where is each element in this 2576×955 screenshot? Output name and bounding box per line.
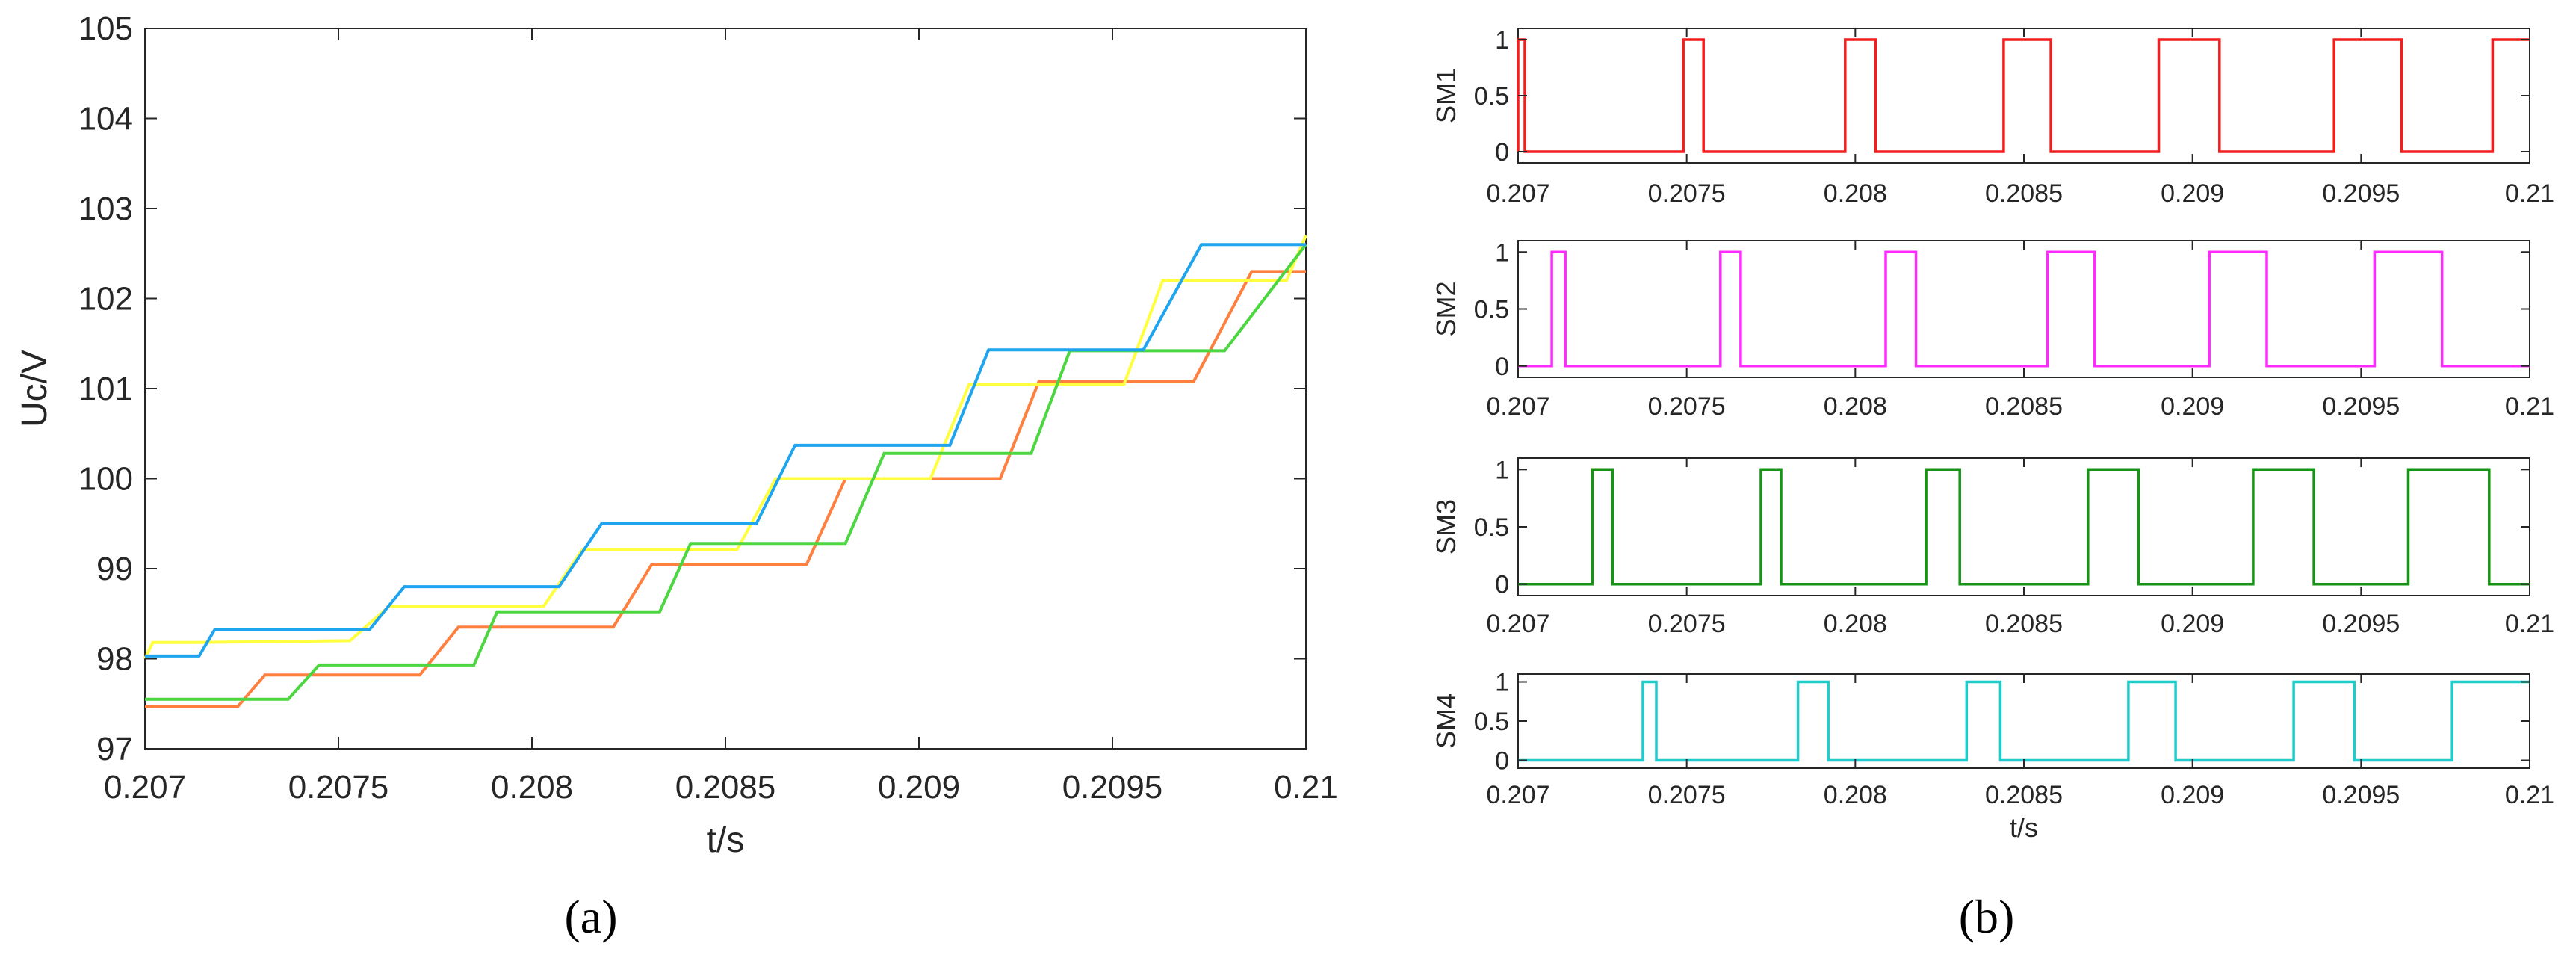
- panel-b-sm4-x-tick-label: 0.2075: [1648, 781, 1726, 809]
- panel-b-sm2-x-tick-label: 0.209: [2161, 392, 2224, 421]
- panel-b-sm4-pulse-line: [1518, 680, 2530, 762]
- panel-a-y-axis-label: Uc/V: [15, 350, 55, 427]
- panel-b-sm2-y-tick-label: 1: [1495, 238, 1509, 267]
- panel-b-sm3-y-tick-label: 0: [1495, 571, 1509, 599]
- panel-b-x-axis-label: t/s: [2010, 812, 2038, 843]
- panel-b-sm3-x-tick-label: 0.2095: [2322, 610, 2400, 638]
- panel-a-x-tick-label: 0.209: [878, 769, 960, 806]
- panel-b-sm4-x-tick-label: 0.2085: [1985, 781, 2063, 809]
- panel-b-sm3-pulse-line: [1518, 468, 2530, 586]
- panel-b-sm1-x-tick-label: 0.209: [2161, 179, 2224, 208]
- panel-b-sm4-x-tick-label: 0.209: [2161, 781, 2224, 809]
- panel-a-y-tick-label: 103: [78, 191, 133, 227]
- panel-a-caption: (a): [564, 890, 617, 943]
- panel-b-sm1-y-tick-label: 0.5: [1474, 82, 1509, 111]
- panel-b-sm3-y-tick-label: 0.5: [1474, 513, 1509, 542]
- panel-b-sm1-x-tick-label: 0.208: [1824, 179, 1887, 208]
- panel-b-sm4-x-tick-label: 0.2095: [2322, 781, 2400, 809]
- panel-a-y-tick-label: 97: [96, 731, 133, 767]
- panel-a-y-tick-label: 100: [78, 461, 133, 498]
- panel-b-sm2-axes-box: [1517, 240, 2530, 378]
- panel-b-sm4-axes-box: [1517, 673, 2530, 769]
- panel-a-y-tick-label: 99: [96, 551, 133, 587]
- panel-b-sm3-y-tick-label: 1: [1495, 456, 1509, 484]
- panel-b-sm3-x-tick-label: 0.2085: [1985, 610, 2063, 638]
- panel-a-series-line-4: [145, 243, 1306, 658]
- panel-a-series-line-1: [145, 270, 1306, 708]
- panel-b-sm2-pulse-line: [1518, 250, 2530, 368]
- panel-b-sm1-y-tick-label: 0: [1495, 138, 1509, 167]
- panel-b-sm4-y-axis-label: SM4: [1431, 693, 1461, 749]
- panel-b-sm1-x-tick-label: 0.2085: [1985, 179, 2063, 208]
- panel-b-sm4-y-tick-label: 1: [1495, 669, 1509, 697]
- panel-b-sm1-x-tick-label: 0.207: [1486, 179, 1549, 208]
- panel-a-y-tick-label: 101: [78, 371, 133, 407]
- panel-a-y-tick-label: 104: [78, 101, 133, 137]
- panel-b-sm2-y-tick-label: 0: [1495, 353, 1509, 381]
- panel-a-x-tick-label: 0.2095: [1062, 769, 1163, 806]
- panel-b-sm2-x-tick-label: 0.208: [1824, 392, 1887, 421]
- panel-b-sm1-pulse-line: [1517, 38, 2530, 153]
- panel-b-sm1-x-tick-label: 0.21: [2505, 179, 2554, 208]
- panel-a-x-tick-label: 0.208: [491, 769, 573, 806]
- panel-b-sm1-axes-box: [1517, 28, 2530, 164]
- panel-b-sm2-y-axis-label: SM2: [1431, 281, 1461, 336]
- panel-b-sm3-x-tick-label: 0.207: [1486, 610, 1549, 638]
- panel-b-sm4-x-tick-label: 0.207: [1486, 781, 1549, 809]
- panel-b-sm1-x-tick-label: 0.2075: [1648, 179, 1726, 208]
- panel-b-sm1-y-axis-label: SM1: [1431, 68, 1461, 123]
- panel-b-sm2-x-tick-label: 0.21: [2505, 392, 2554, 421]
- panel-b-sm1-y-tick-label: 1: [1495, 26, 1509, 55]
- panel-a-x-axis-label: t/s: [707, 820, 745, 860]
- panel-a-x-tick-label: 0.207: [104, 769, 186, 806]
- panel-b-sm3-x-tick-label: 0.2075: [1648, 610, 1726, 638]
- panel-b-sm3-x-tick-label: 0.208: [1824, 610, 1887, 638]
- panel-a-y-tick-label: 105: [78, 10, 133, 47]
- panel-a-x-tick-label: 0.21: [1274, 769, 1338, 806]
- panel-b-sm3-x-tick-label: 0.21: [2505, 610, 2554, 638]
- panel-b-sm4-y-tick-label: 0.5: [1474, 708, 1509, 736]
- panel-b-sm4-x-tick-label: 0.21: [2505, 781, 2554, 809]
- panel-b-sm1-x-tick-label: 0.2095: [2322, 179, 2400, 208]
- panel-b-sm2-x-tick-label: 0.2085: [1985, 392, 2063, 421]
- panel-b-sm4-y-tick-label: 0: [1495, 747, 1509, 776]
- panel-b-sm3-x-tick-label: 0.209: [2161, 610, 2224, 638]
- panel-b-sm4-x-tick-label: 0.208: [1824, 781, 1887, 809]
- panel-a-y-tick-label: 102: [78, 281, 133, 318]
- panel-a-x-tick-label: 0.2085: [675, 769, 776, 806]
- panel-a-series-line-2: [143, 235, 1307, 660]
- panel-a-y-tick-label: 98: [96, 641, 133, 678]
- panel-b-sm3-axes-box: [1517, 457, 2530, 596]
- panel-b-caption: (b): [1959, 890, 2015, 943]
- panel-b-sm2-x-tick-label: 0.2075: [1648, 392, 1726, 421]
- panel-a-x-tick-label: 0.2075: [288, 769, 389, 806]
- panel-b-sm2-y-tick-label: 0.5: [1474, 296, 1509, 324]
- panel-b-sm2-x-tick-label: 0.207: [1486, 392, 1549, 421]
- panel-b-sm3-y-axis-label: SM3: [1431, 499, 1461, 554]
- panel-b-sm2-x-tick-label: 0.2095: [2322, 392, 2400, 421]
